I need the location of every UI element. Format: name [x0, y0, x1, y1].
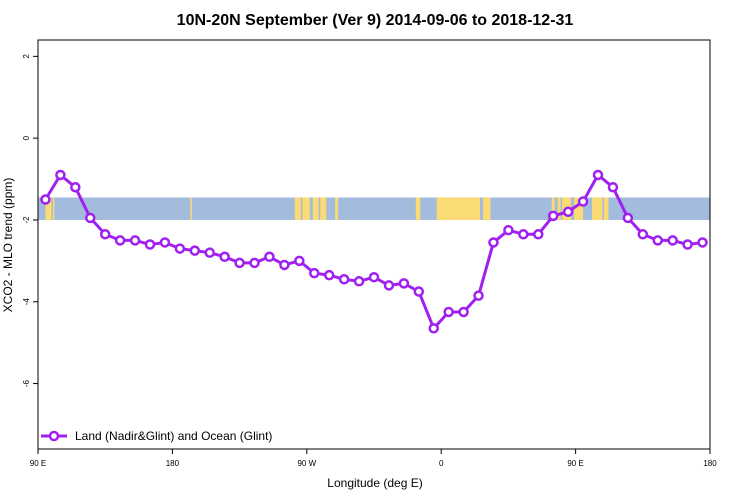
data-point [443, 306, 454, 318]
data-point [234, 257, 245, 269]
data-point [70, 181, 81, 193]
data-point [40, 194, 51, 205]
land-segment [335, 197, 339, 220]
land-segment [483, 197, 491, 220]
data-point [264, 251, 275, 263]
land-segment [592, 197, 600, 220]
data-point [323, 269, 335, 281]
data-point [383, 280, 395, 291]
y-tick-label: 2 [22, 54, 31, 59]
y-tick-label: 0 [22, 135, 31, 140]
land-segment [574, 197, 584, 220]
data-point [55, 169, 66, 181]
ocean-band [38, 197, 710, 220]
data-point [622, 212, 634, 224]
data-point [697, 237, 708, 248]
land-segment [294, 197, 301, 220]
data-point [428, 323, 439, 334]
data-point [562, 206, 574, 218]
plot-frame [37, 39, 711, 450]
data-point [503, 224, 514, 236]
y-tick-label: -6 [22, 379, 31, 387]
series-group [40, 169, 708, 334]
data-point [204, 247, 215, 258]
land-segment [52, 197, 55, 220]
data-point [353, 276, 365, 287]
land-segment [320, 197, 327, 220]
legend-label: Land (Nadir&Glint) and Ocean (Glint) [75, 429, 272, 443]
land-segment [302, 197, 310, 220]
land-segment [599, 197, 603, 220]
y-tick-label: -2 [22, 216, 31, 224]
land-segment [436, 197, 481, 220]
data-point [368, 271, 380, 283]
data-point [219, 251, 230, 263]
data-point [458, 306, 469, 318]
legend: Land (Nadir&Glint) and Ocean (Glint) [41, 429, 272, 443]
data-point [607, 181, 619, 193]
data-point [174, 243, 186, 254]
land-segment [603, 197, 609, 220]
land-segment [415, 197, 421, 220]
y-axis-label: XCO2 - MLO trend (ppm) [1, 178, 15, 313]
data-point [85, 212, 96, 224]
data-point [309, 267, 320, 279]
land-segment [45, 197, 52, 220]
chart-title: 10N-20N September (Ver 9) 2014-09-06 to … [177, 12, 574, 29]
land-segment [190, 197, 192, 220]
data-point [577, 196, 589, 207]
data-point [488, 237, 499, 248]
data-point [189, 245, 201, 256]
land-segment [557, 197, 561, 220]
data-point [667, 235, 678, 246]
data-point [114, 235, 126, 246]
data-point [547, 210, 559, 222]
data-point [637, 229, 649, 240]
x-tick-label: 90 W [297, 459, 316, 468]
x-axis-label: Longitude (deg E) [327, 476, 422, 490]
data-point [413, 286, 425, 297]
x-tick-label: 180 [703, 459, 717, 468]
x-tick-label: 0 [439, 459, 444, 468]
x-tick-label: 90 E [567, 459, 583, 468]
y-axis: 2 0 -2 -4 -6 [22, 54, 38, 387]
map-strip [38, 197, 710, 220]
y-tick-label: -4 [22, 298, 31, 306]
data-point [294, 255, 305, 267]
x-tick-label: 180 [166, 459, 180, 468]
land-segment [312, 197, 319, 220]
data-point [682, 239, 693, 250]
data-point [473, 290, 484, 301]
data-point [99, 229, 111, 240]
data-point [159, 237, 171, 248]
x-axis: 90 E 180 90 W 0 90 E 180 [30, 449, 717, 468]
data-point [338, 274, 350, 285]
data-point [249, 257, 260, 269]
data-point [144, 239, 156, 250]
data-point [518, 229, 529, 240]
legend-marker [48, 430, 60, 442]
land-segment [551, 197, 555, 220]
data-point [592, 169, 604, 181]
data-point [652, 235, 663, 246]
x-tick-label: 90 E [30, 459, 46, 468]
data-point [129, 235, 141, 246]
data-point [533, 229, 544, 240]
data-point [398, 278, 410, 289]
data-point [279, 259, 290, 271]
